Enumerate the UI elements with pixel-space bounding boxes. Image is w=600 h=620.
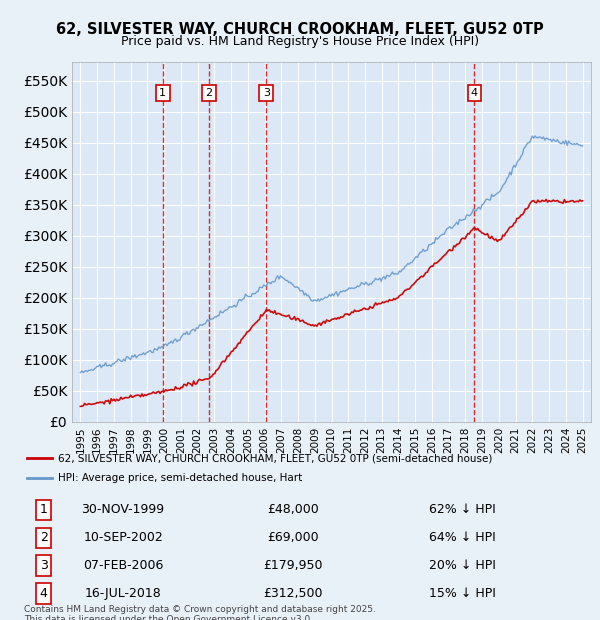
Text: 3: 3 [40, 559, 47, 572]
Text: 2: 2 [206, 88, 212, 98]
Text: 16-JUL-2018: 16-JUL-2018 [85, 587, 161, 600]
Text: 10-SEP-2002: 10-SEP-2002 [83, 531, 163, 544]
Text: 62, SILVESTER WAY, CHURCH CROOKHAM, FLEET, GU52 0TP: 62, SILVESTER WAY, CHURCH CROOKHAM, FLEE… [56, 22, 544, 37]
Text: 3: 3 [263, 88, 270, 98]
Text: 20% ↓ HPI: 20% ↓ HPI [429, 559, 496, 572]
Text: £179,950: £179,950 [263, 559, 323, 572]
Text: HPI: Average price, semi-detached house, Hart: HPI: Average price, semi-detached house,… [58, 473, 302, 483]
Text: 64% ↓ HPI: 64% ↓ HPI [429, 531, 496, 544]
Text: 4: 4 [471, 88, 478, 98]
Text: 30-NOV-1999: 30-NOV-1999 [82, 503, 164, 516]
Text: Price paid vs. HM Land Registry's House Price Index (HPI): Price paid vs. HM Land Registry's House … [121, 35, 479, 48]
Text: Contains HM Land Registry data © Crown copyright and database right 2025.
This d: Contains HM Land Registry data © Crown c… [24, 604, 376, 620]
Text: £48,000: £48,000 [267, 503, 319, 516]
Text: 1: 1 [40, 503, 47, 516]
Text: 62% ↓ HPI: 62% ↓ HPI [429, 503, 496, 516]
Text: 1: 1 [159, 88, 166, 98]
Text: £312,500: £312,500 [263, 587, 323, 600]
Text: 07-FEB-2006: 07-FEB-2006 [83, 559, 163, 572]
Text: 62, SILVESTER WAY, CHURCH CROOKHAM, FLEET, GU52 0TP (semi-detached house): 62, SILVESTER WAY, CHURCH CROOKHAM, FLEE… [58, 453, 492, 464]
Text: 2: 2 [40, 531, 47, 544]
Text: 15% ↓ HPI: 15% ↓ HPI [429, 587, 496, 600]
Text: £69,000: £69,000 [268, 531, 319, 544]
Text: 4: 4 [40, 587, 47, 600]
